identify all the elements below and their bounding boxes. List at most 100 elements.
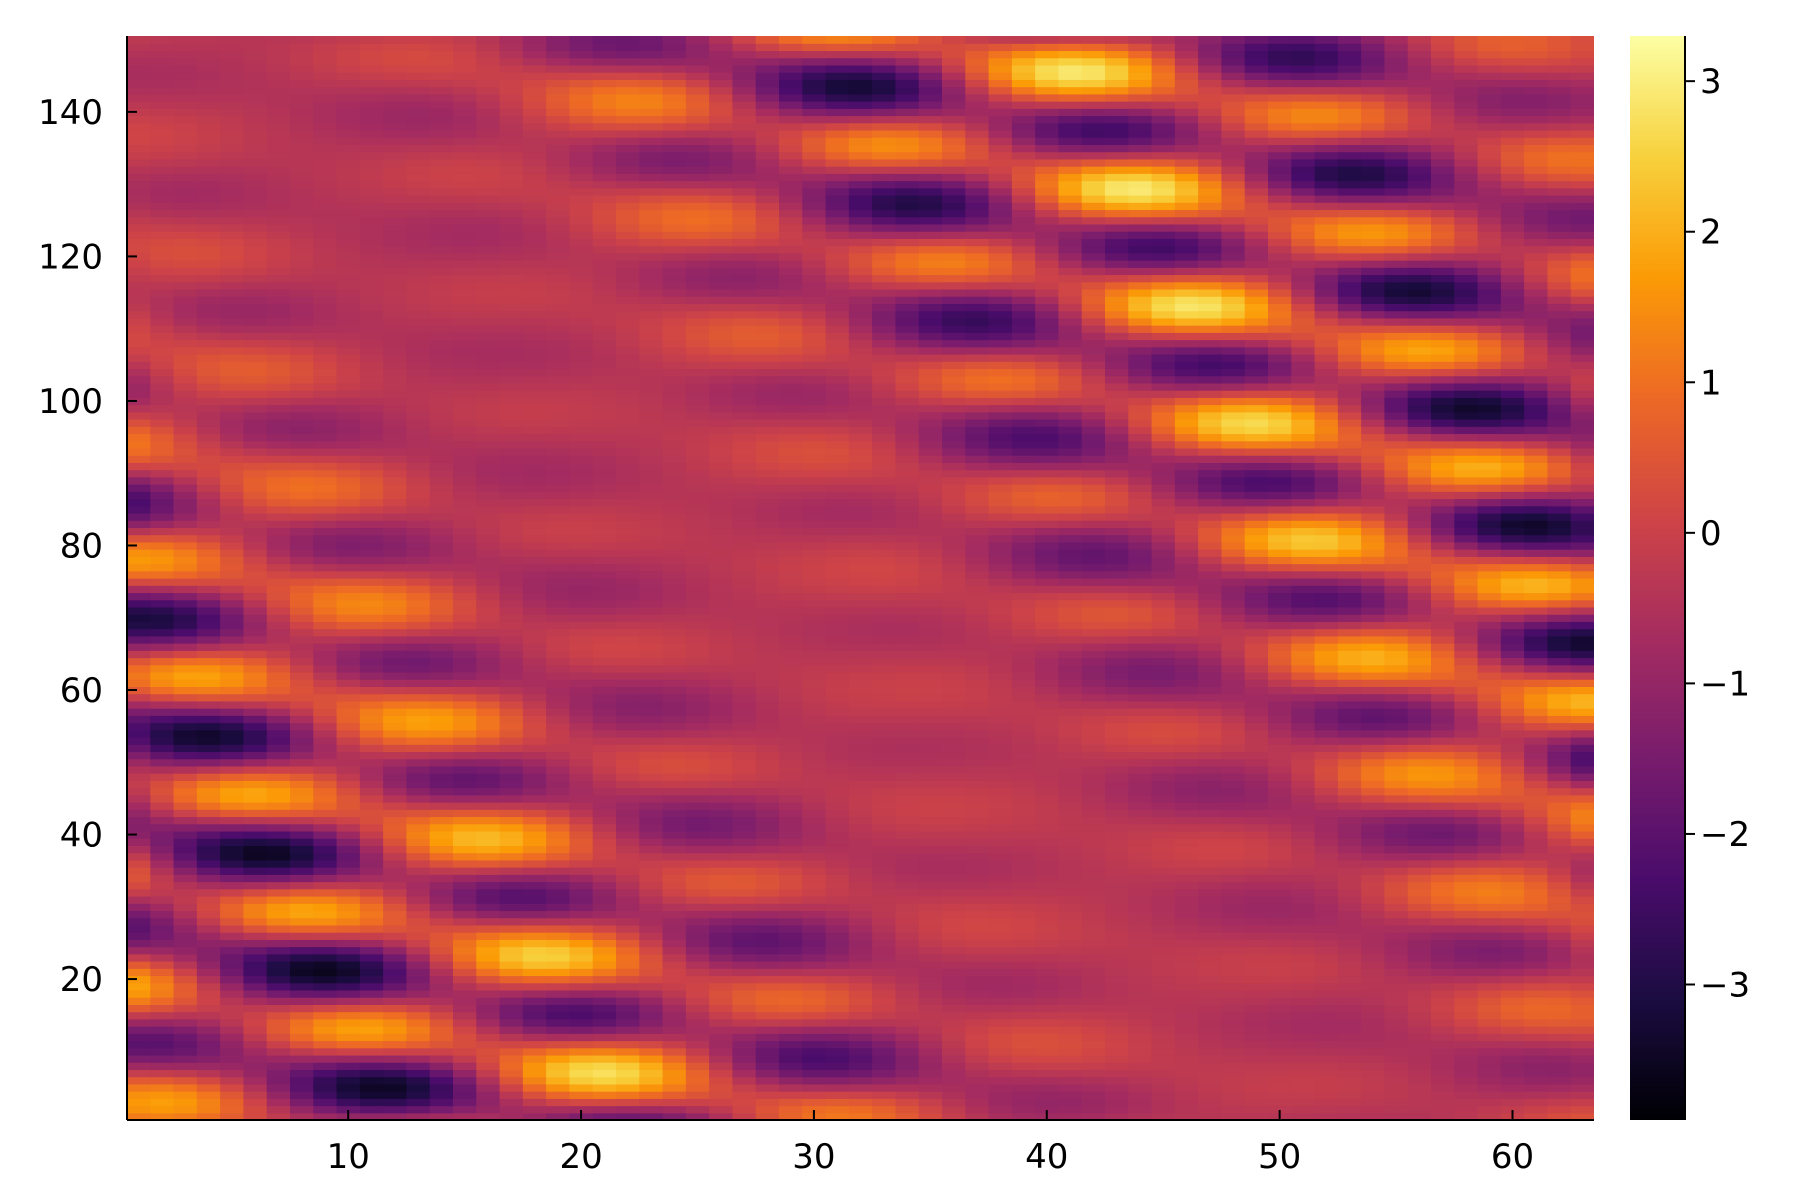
heatmap-cell — [220, 895, 245, 904]
heatmap-cell — [685, 419, 710, 427]
heatmap-cell — [616, 751, 640, 760]
heatmap-cell — [383, 903, 408, 912]
heatmap-cell — [150, 281, 175, 290]
heatmap-cell — [802, 592, 827, 601]
heatmap-cell — [779, 397, 803, 406]
heatmap-cell — [429, 1033, 454, 1042]
heatmap-cell — [359, 549, 384, 557]
heatmap-cell — [173, 1083, 198, 1092]
heatmap-cell — [499, 86, 524, 95]
heatmap-cell — [150, 549, 175, 557]
heatmap-cell — [895, 787, 920, 796]
heatmap-cell — [196, 223, 221, 232]
heatmap-cell — [569, 989, 594, 998]
heatmap-cell — [127, 252, 151, 261]
heatmap-cell — [616, 874, 640, 883]
heatmap-cell — [685, 614, 710, 622]
heatmap-cell — [290, 989, 314, 998]
heatmap-cell — [173, 382, 198, 391]
heatmap-cell — [453, 447, 477, 456]
heatmap-cell — [383, 498, 408, 507]
heatmap-cell — [592, 1047, 617, 1056]
heatmap-cell — [802, 989, 827, 998]
heatmap-cell — [266, 310, 291, 319]
heatmap-cell — [173, 751, 198, 760]
heatmap-cell — [522, 368, 547, 377]
heatmap-cell — [336, 650, 361, 659]
heatmap-cell — [732, 151, 757, 160]
heatmap-cell — [406, 693, 431, 702]
heatmap-cell — [685, 585, 710, 594]
heatmap-cell — [825, 223, 850, 232]
heatmap-cell — [336, 245, 361, 254]
heatmap-cell — [592, 339, 617, 348]
heatmap-cell — [383, 209, 408, 218]
heatmap-cell — [173, 346, 198, 355]
heatmap-cell — [825, 505, 850, 514]
heatmap-cell — [336, 426, 361, 435]
heatmap-cell — [453, 686, 477, 695]
heatmap-cell — [266, 274, 291, 283]
heatmap-cell — [732, 86, 757, 95]
heatmap-cell — [196, 166, 221, 174]
heatmap-cell — [499, 202, 524, 211]
heatmap-cell — [127, 1018, 151, 1027]
heatmap-cell — [336, 274, 361, 283]
heatmap-cell — [639, 274, 664, 283]
heatmap-cell — [662, 729, 687, 738]
heatmap-cell — [755, 924, 780, 933]
heatmap-cell — [313, 144, 338, 153]
heatmap-cell — [709, 643, 734, 651]
heatmap-cell — [429, 245, 454, 254]
heatmap-cell — [359, 390, 384, 398]
heatmap-cell — [639, 50, 664, 59]
heatmap-cell — [569, 267, 594, 276]
heatmap-cell — [755, 1033, 780, 1042]
heatmap-cell — [522, 592, 547, 601]
heatmap-cell — [569, 614, 594, 622]
heatmap-cell — [802, 961, 827, 969]
heatmap-cell — [406, 361, 431, 370]
heatmap-cell — [150, 852, 175, 861]
heatmap-cell — [266, 809, 291, 818]
heatmap-cell — [243, 187, 268, 196]
heatmap-cell — [127, 310, 151, 319]
heatmap-cell — [685, 874, 710, 883]
heatmap-cell — [383, 549, 408, 557]
heatmap-cell — [685, 353, 710, 362]
heatmap-cell — [592, 122, 617, 131]
heatmap-cell — [732, 946, 757, 955]
heatmap-cell — [220, 527, 245, 536]
heatmap-cell — [546, 758, 571, 767]
heatmap-cell — [429, 209, 454, 218]
heatmap-cell — [662, 1105, 687, 1114]
heatmap-cell — [779, 1105, 803, 1114]
heatmap-cell — [406, 411, 431, 420]
heatmap-cell — [848, 527, 873, 536]
heatmap-cell — [825, 910, 850, 919]
heatmap-cell — [895, 1054, 920, 1063]
heatmap-cell — [872, 332, 897, 341]
heatmap-cell — [359, 375, 384, 384]
heatmap-cell — [872, 888, 897, 897]
heatmap-cell — [872, 108, 897, 117]
heatmap-cell — [732, 1112, 757, 1120]
heatmap-cell — [709, 353, 734, 362]
heatmap-cell — [802, 404, 827, 413]
heatmap-cell — [685, 946, 710, 955]
heatmap-cell — [569, 1062, 594, 1071]
heatmap-cell — [872, 419, 897, 427]
heatmap-cell — [127, 628, 151, 637]
heatmap-cell — [476, 664, 501, 673]
heatmap-cell — [220, 43, 245, 52]
heatmap-cell — [709, 917, 734, 926]
heatmap-cell — [522, 823, 547, 832]
heatmap-cell — [266, 288, 291, 297]
heatmap-cell — [383, 274, 408, 283]
heatmap-cell — [616, 274, 640, 283]
heatmap-cell — [755, 36, 780, 44]
heatmap-cell — [243, 1033, 268, 1042]
heatmap-cell — [359, 397, 384, 406]
heatmap-cell — [499, 917, 524, 926]
heatmap-cell — [522, 599, 547, 608]
